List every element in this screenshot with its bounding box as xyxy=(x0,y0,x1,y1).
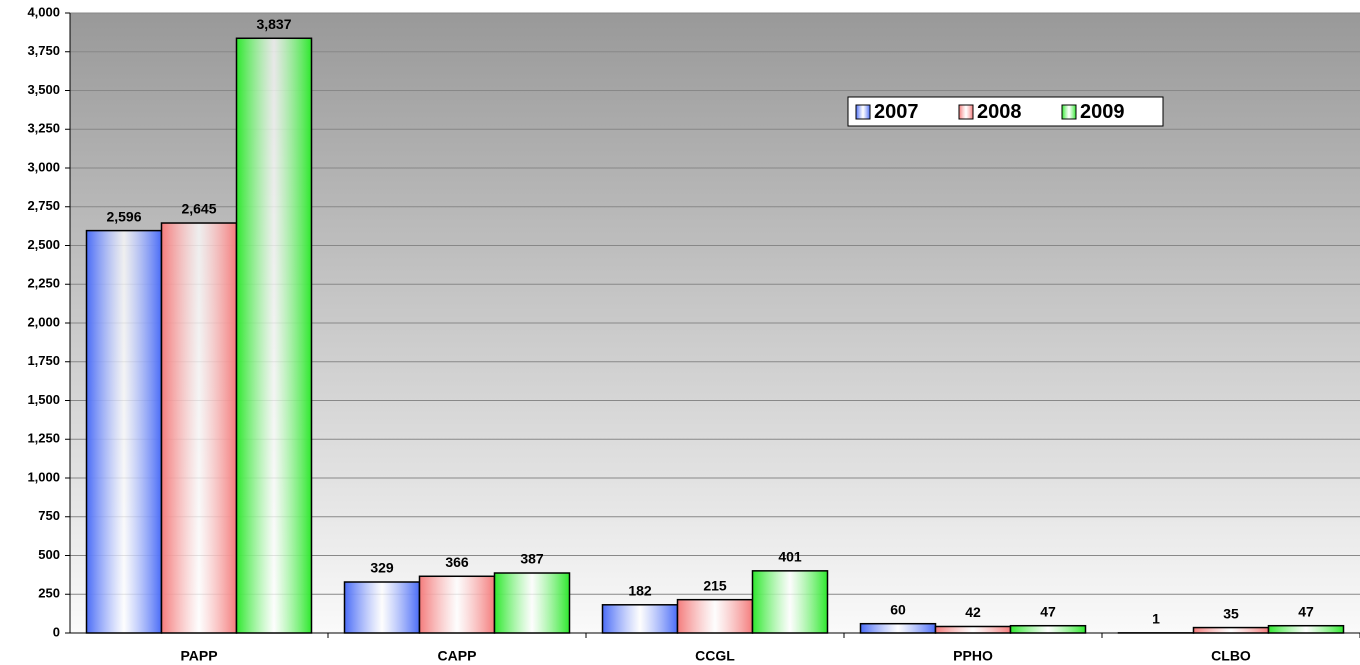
bar xyxy=(343,581,421,634)
y-tick-label: 0 xyxy=(53,624,60,639)
y-tick-label: 1,750 xyxy=(27,353,60,368)
legend-swatch xyxy=(855,104,871,120)
bar xyxy=(859,622,937,634)
x-tick-label: CCGL xyxy=(695,648,735,664)
y-tick-label: 2,250 xyxy=(27,276,60,291)
data-label: 3,837 xyxy=(256,16,291,32)
data-label: 215 xyxy=(703,577,727,593)
y-tick-label: 2,500 xyxy=(27,237,60,252)
x-tick-label: PPHO xyxy=(953,648,993,664)
bar xyxy=(1009,624,1087,634)
data-label: 329 xyxy=(370,560,394,576)
legend-label: 2008 xyxy=(977,101,1022,123)
data-label: 2,596 xyxy=(106,208,141,224)
y-tick-label: 1,250 xyxy=(27,431,60,446)
bar xyxy=(676,598,754,634)
data-label: 47 xyxy=(1298,603,1314,619)
data-label: 401 xyxy=(778,549,802,565)
legend-swatch xyxy=(1061,104,1077,120)
y-tick-label: 500 xyxy=(38,547,60,562)
y-tick-label: 3,250 xyxy=(27,121,60,136)
bar xyxy=(160,222,238,634)
data-label: 366 xyxy=(445,554,469,570)
y-tick-label: 2,750 xyxy=(27,198,60,213)
data-label: 35 xyxy=(1223,605,1239,621)
x-tick-label: PAPP xyxy=(180,648,217,664)
data-label: 182 xyxy=(628,582,652,598)
x-tick-label: CLBO xyxy=(1211,648,1251,664)
data-label: 387 xyxy=(520,551,544,567)
data-label: 47 xyxy=(1040,603,1056,619)
bar xyxy=(1192,626,1270,634)
bar xyxy=(751,570,829,634)
y-tick-label: 3,500 xyxy=(27,82,60,97)
y-tick-label: 2,000 xyxy=(27,314,60,329)
y-tick-label: 3,750 xyxy=(27,43,60,58)
y-tick-label: 4,000 xyxy=(27,4,60,19)
bar xyxy=(85,229,163,634)
bar xyxy=(601,604,679,634)
legend-swatch xyxy=(958,104,974,120)
legend-box xyxy=(847,96,1164,127)
y-tick-label: 1,000 xyxy=(27,469,60,484)
bar xyxy=(493,572,571,634)
y-tick-label: 1,500 xyxy=(27,392,60,407)
data-label: 42 xyxy=(965,604,981,620)
data-label: 2,645 xyxy=(181,201,216,217)
bar xyxy=(418,575,496,634)
x-tick-label: CAPP xyxy=(438,648,477,664)
data-label: 60 xyxy=(890,601,906,617)
legend-label: 2007 xyxy=(874,101,919,123)
y-tick-label: 250 xyxy=(38,586,60,601)
y-tick-label: 3,000 xyxy=(27,159,60,174)
data-label: 1 xyxy=(1152,611,1160,627)
bar xyxy=(1267,624,1345,634)
bar xyxy=(934,625,1012,634)
legend-label: 2009 xyxy=(1080,101,1125,123)
y-tick-label: 750 xyxy=(38,508,60,523)
bar xyxy=(235,37,313,634)
